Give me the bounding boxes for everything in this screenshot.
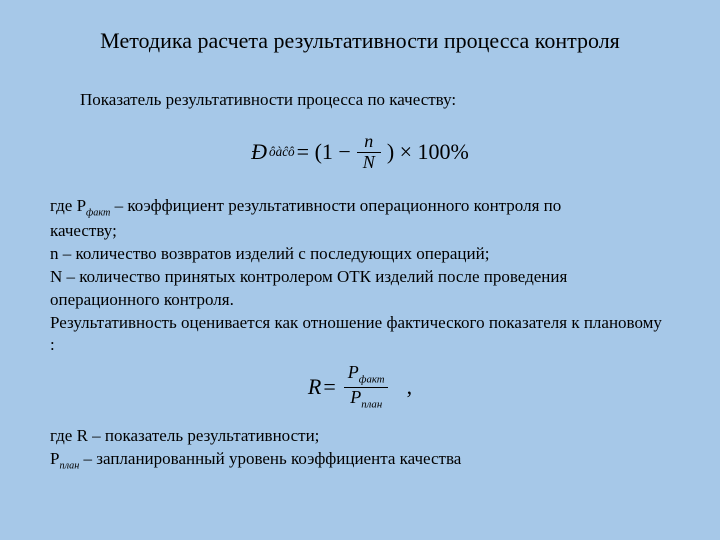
f2-den: Pплан bbox=[344, 387, 388, 411]
para-2: где R – показатель результативности; Рпл… bbox=[50, 425, 670, 473]
formula-1-row: Đôàĉô = (1 − n N ) × 100% bbox=[50, 132, 670, 173]
p2-sub2: план bbox=[59, 461, 79, 472]
f2-eq: = bbox=[323, 374, 335, 400]
f1-eq: = (1 − bbox=[297, 139, 351, 165]
f1-lhs-sub: ôàĉô bbox=[269, 144, 295, 160]
p1-l2: качеству; bbox=[50, 221, 117, 240]
p1-l1b: – коэффициент результативности операцион… bbox=[110, 196, 561, 215]
p2-l1: где R – показатель результативности; bbox=[50, 426, 319, 445]
f2-num-sub: факт bbox=[359, 374, 385, 386]
f2-trailing: , bbox=[407, 374, 413, 400]
f1-close: ) × 100% bbox=[387, 139, 469, 165]
f2-num: Pфакт bbox=[342, 363, 391, 386]
slide-title: Методика расчета результативности процес… bbox=[50, 28, 670, 54]
f2-lhs: R bbox=[308, 374, 321, 400]
formula-1: Đôàĉô = (1 − n N ) × 100% bbox=[251, 132, 469, 173]
formula-2-row: R = Pфакт Pплан , bbox=[50, 363, 670, 411]
subtitle: Показатель результативности процесса по … bbox=[80, 90, 670, 110]
f1-den: N bbox=[357, 152, 381, 173]
f2-num-sym: P bbox=[348, 362, 359, 382]
p1-l3: n – количество возвратов изделий с после… bbox=[50, 244, 489, 263]
f2-den-sub: план bbox=[361, 398, 382, 410]
formula-2: R = Pфакт Pплан , bbox=[308, 363, 412, 411]
p1-l4: N – количество принятых контролером ОТК … bbox=[50, 267, 567, 309]
f1-lhs-sym: Đ bbox=[251, 139, 267, 165]
p2-l2b: – запланированный уровень коэффициента к… bbox=[79, 449, 461, 468]
p1-l1a: где Р bbox=[50, 196, 86, 215]
f2-frac: Pфакт Pплан bbox=[342, 363, 391, 411]
f1-num: n bbox=[358, 132, 379, 152]
f1-frac: n N bbox=[357, 132, 381, 173]
f2-den-sym: P bbox=[350, 387, 361, 407]
p1-l5: Результативность оценивается как отношен… bbox=[50, 313, 662, 355]
para-1: где Рфакт – коэффициент результативности… bbox=[50, 195, 670, 358]
p1-sub1: факт bbox=[86, 207, 110, 218]
